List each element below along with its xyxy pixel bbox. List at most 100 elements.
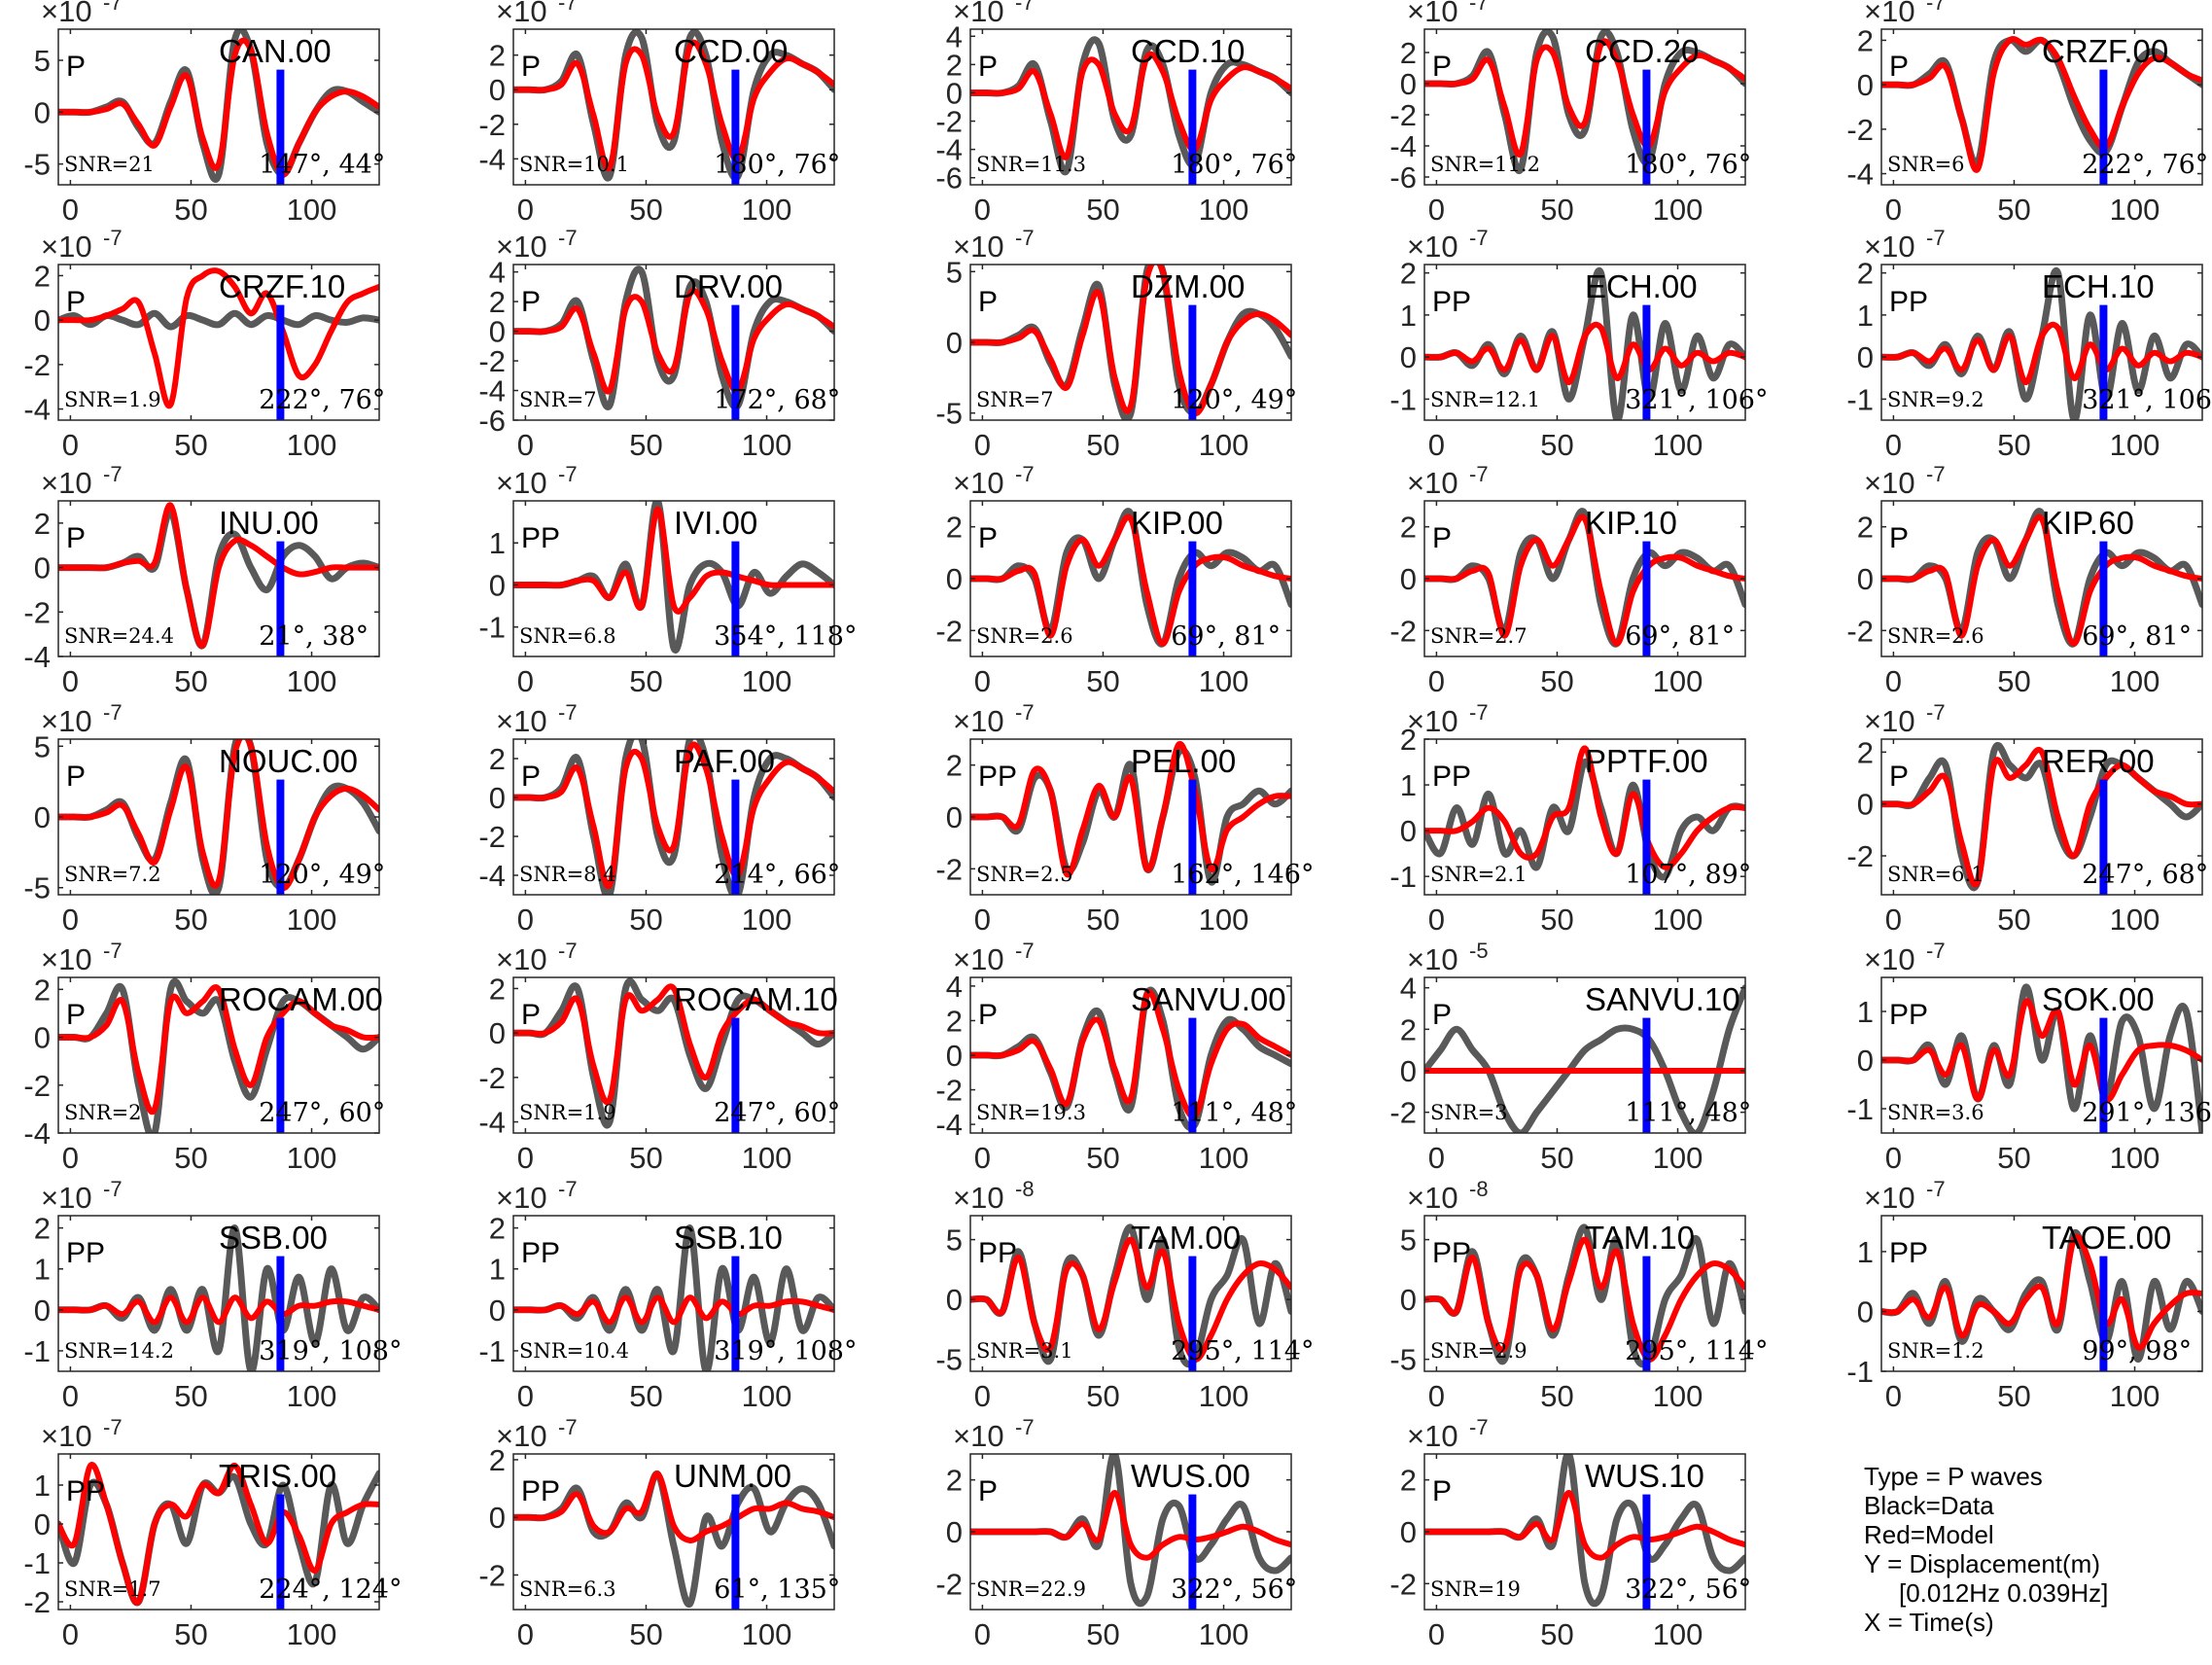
model-trace [1881,514,2202,647]
snr-label: SNR=1.2 [1887,1339,1984,1363]
snr-label: SNR=2.6 [1887,624,1984,648]
axis-multiplier-exponent: -7 [1015,0,1035,15]
snr-label: SNR=6.1 [1887,863,1984,886]
arrival-marker [1188,1017,1197,1133]
x-tick-label: 0 [1428,428,1445,462]
x-tick-label: 100 [287,193,337,227]
phase-label: PP [1432,761,1471,793]
snr-label: SNR=1.7 [64,1577,161,1601]
y-tick-label: 0 [34,303,51,337]
station-label: SANVU.10 [1585,981,1740,1017]
station-label: DRV.00 [674,268,783,304]
y-tick-label: -1 [1846,1355,1874,1389]
axis-multiplier: ×10 [953,942,1004,976]
x-tick-label: 0 [517,664,534,698]
y-tick-label: -5 [23,148,51,182]
y-tick-label: -2 [935,614,963,648]
azimuth-angles-label: 247°, 60° [259,1098,385,1128]
y-tick-label: 4 [489,256,506,290]
x-tick-label: 50 [174,903,207,937]
y-tick-label: 0 [1857,1294,1874,1328]
station-label: NOUC.00 [219,743,358,779]
panel-wus-10: 2 0 -2 0 50 100 ×10 -7 P WUS.10 SNR=19 322°, 56° [1389,1415,1751,1651]
y-tick-label: 0 [946,1515,963,1549]
panel-pptf-00: 2 1 0 -1 0 50 100 ×10 -7 PP PPTF.00 SNR=2.1 107°, 89… [1389,700,1751,937]
axes-box [512,500,835,657]
legend-line: [0.012Hz 0.039Hz] [1899,1578,2108,1608]
x-tick-label: 50 [1997,903,2030,937]
station-label: KIP.00 [1131,505,1223,541]
phase-label: P [1432,522,1452,554]
x-tick-label: 0 [1428,1141,1445,1175]
x-tick-label: 0 [517,1379,534,1413]
phase-label: PP [66,1475,105,1507]
snr-label: SNR=9.2 [1887,388,1984,411]
model-trace [1881,1234,2202,1351]
station-label: KIP.60 [2042,505,2134,541]
snr-label: SNR=19.3 [976,1101,1086,1124]
station-label: CAN.00 [219,33,332,69]
snr-label: SNR=3.6 [1887,1101,1984,1124]
y-tick-label: -1 [1846,382,1874,416]
y-tick-label: 0 [34,1293,51,1328]
data-trace [1424,758,1745,881]
azimuth-angles-label: 222°, 76° [259,385,385,415]
x-tick-label: 50 [174,1617,207,1651]
model-trace [970,51,1291,160]
y-tick-label: -1 [1846,1092,1874,1126]
x-tick-label: 100 [1199,664,1249,698]
x-tick-label: 50 [174,428,207,462]
y-tick-label: -4 [935,1108,963,1142]
station-label: ROCAM.10 [674,981,838,1017]
station-label: SOK.00 [2042,981,2155,1017]
panel-pel-00: 2 0 -2 0 50 100 ×10 -7 PP PEL.00 SNR=2.5 162°, 146° [935,700,1314,937]
axes-box [512,1215,835,1372]
x-tick-label: 100 [287,903,337,937]
x-tick-label: 50 [1086,664,1119,698]
panel-unm-00: 2 0 -2 0 50 100 ×10 -7 PP UNM.00 SNR=6.3 61°, 135° [478,1415,840,1651]
x-tick-label: 50 [174,664,207,698]
x-tick-label: 0 [974,1141,991,1175]
arrival-marker [731,1256,740,1371]
axis-multiplier: ×10 [1407,704,1458,738]
x-tick-label: 0 [1885,193,1902,227]
x-tick-label: 0 [974,1379,991,1413]
axis-multiplier: ×10 [1864,942,1915,976]
station-label: WUS.00 [1131,1458,1250,1494]
y-tick-label: 1 [34,1253,51,1287]
y-tick-label: -2 [23,595,51,629]
x-tick-label: 50 [1540,1379,1573,1413]
arrival-marker [276,779,285,895]
station-label: PPTF.00 [1585,743,1708,779]
axis-multiplier-exponent: -7 [103,226,123,250]
axis-multiplier-exponent: -7 [1926,462,1946,486]
x-tick-label: 100 [1653,1141,1703,1175]
axis-multiplier-exponent: -7 [558,226,578,250]
y-tick-label: 2 [1400,723,1417,757]
x-tick-label: 50 [1997,1379,2030,1413]
x-tick-label: 0 [517,193,534,227]
station-label: WUS.10 [1585,1458,1704,1494]
station-label: CCD.00 [674,33,788,69]
station-label: PAF.00 [674,743,775,779]
phase-label: P [978,51,998,83]
y-tick-label: -2 [23,1585,51,1619]
model-trace [58,37,379,178]
station-label: KIP.10 [1585,505,1677,541]
x-tick-label: 0 [974,903,991,937]
azimuth-angles-label: 322°, 56° [1171,1575,1297,1605]
phase-label: P [978,522,998,554]
y-tick-label: -2 [1846,614,1874,648]
snr-label: SNR=6.8 [519,624,616,648]
data-trace [513,29,834,182]
legend-line: Y = Displacement(m) [1864,1549,2100,1578]
axes-box [512,738,835,896]
x-tick-label: 100 [287,428,337,462]
y-tick-label: 0 [1400,1054,1417,1088]
axis-multiplier-exponent: -7 [103,0,123,15]
phase-label: P [1432,1475,1452,1507]
azimuth-angles-label: 295°, 114° [1625,1336,1768,1366]
axes-box [1880,976,2203,1134]
